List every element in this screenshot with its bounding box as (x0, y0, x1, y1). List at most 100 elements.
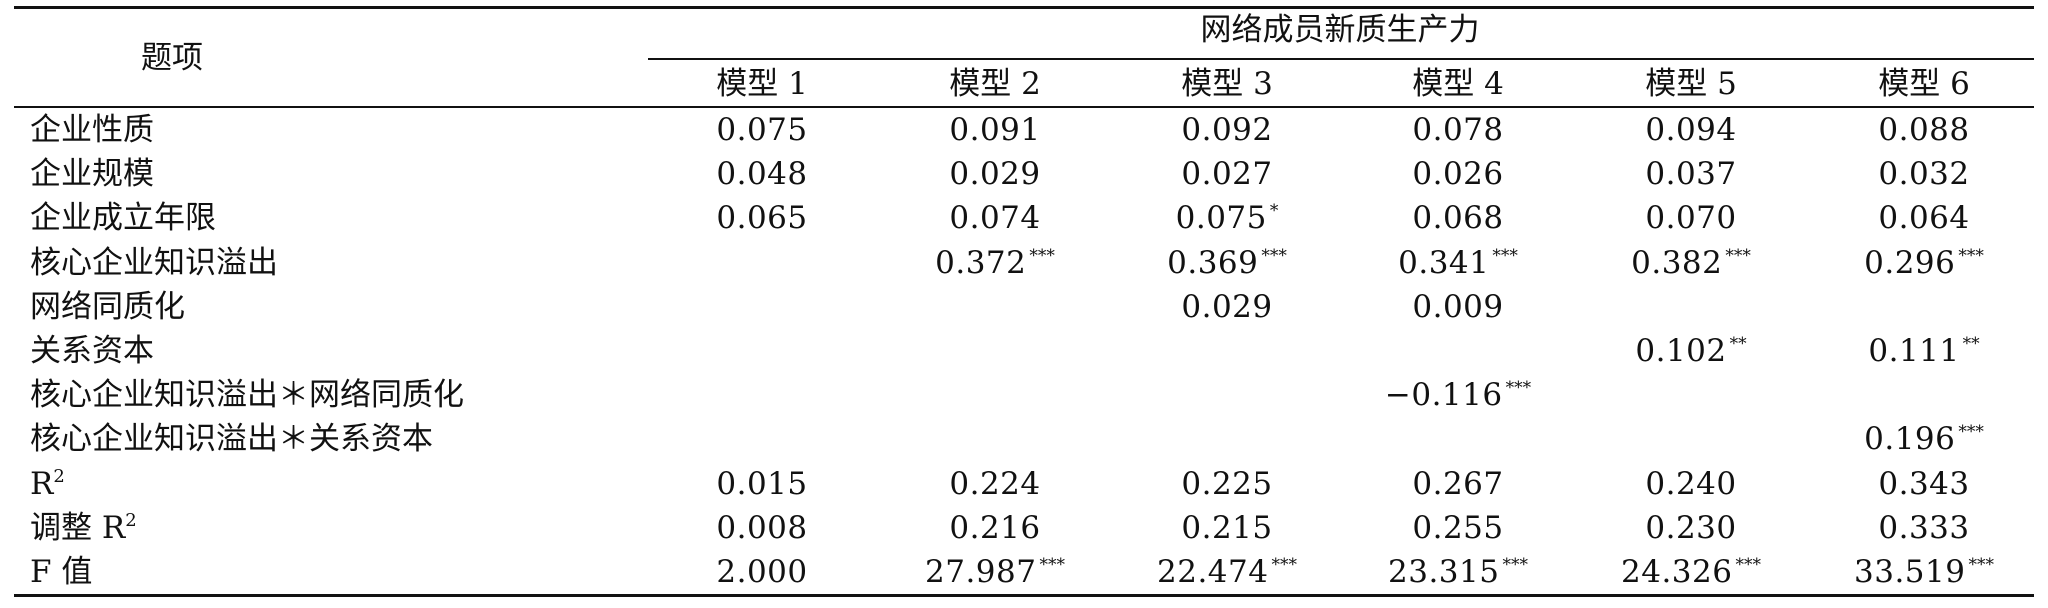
table-cell: 0.074 (949, 198, 1040, 238)
cell-value: 0.074 (949, 200, 1041, 237)
cell-value: 0.078 (1412, 112, 1504, 148)
table-cell: 0.267 (1412, 464, 1503, 504)
model-header-4: 模型 4 (1412, 66, 1504, 102)
cell-value: 0.032 (1878, 156, 1970, 193)
table-cell: 0.216 (949, 508, 1040, 548)
row-label-text: 网络同质化 (30, 288, 185, 325)
row-label: 企业成立年限 (30, 198, 216, 238)
row-label: F 值 (30, 552, 92, 592)
header-bottom-rule (14, 106, 2034, 108)
table-cell: 0.068 (1412, 198, 1503, 238)
cell-value: 0.240 (1645, 465, 1737, 502)
table-cell: 0.032 (1878, 154, 1969, 194)
cell-value: 0.029 (949, 156, 1041, 193)
model-header-5: 模型 5 (1645, 66, 1737, 102)
table-cell: 0.094 (1645, 110, 1736, 150)
row-label-text: 企业性质 (30, 112, 154, 148)
table-cell: 27.987 *** (925, 552, 1065, 597)
table-cell: 0.111 ** (1868, 331, 1979, 376)
table-cell: 0.048 (716, 154, 807, 194)
table-cell: 0.075 (716, 110, 807, 150)
cell-value: 0.048 (716, 156, 808, 193)
model-header-6: 模型 6 (1878, 66, 1970, 102)
row-label: 核心企业知识溢出 (30, 243, 278, 283)
cell-value: 0.255 (1412, 509, 1504, 546)
table-cell: 0.296 *** (1864, 243, 1984, 288)
table-cell: 0.255 (1412, 508, 1503, 548)
table-cell: 0.382 *** (1631, 243, 1751, 288)
row-label-text: 调整 R (30, 509, 126, 546)
cell-value: 0.343 (1878, 465, 1970, 502)
significance-stars: ** (1962, 334, 1980, 354)
table-cell: 0.341 *** (1398, 243, 1518, 288)
cell-value: 0.382 (1631, 244, 1723, 281)
cell-value: 0.216 (949, 509, 1041, 546)
row-label-text: 关系资本 (30, 333, 154, 369)
row-label-text: F 值 (30, 554, 93, 590)
significance-stars: * (1269, 201, 1279, 222)
group-header: 网络成员新质生产力 (1200, 12, 1480, 48)
cell-value: 0.102 (1635, 333, 1727, 369)
cell-value: 0.094 (1645, 112, 1737, 148)
cell-value: 0.091 (949, 112, 1041, 148)
cell-value: 0.224 (949, 465, 1041, 502)
table-cell: 0.333 (1878, 508, 1969, 548)
significance-stars: ** (1729, 334, 1747, 354)
table-cell: 24.326 *** (1621, 552, 1761, 597)
cell-value: 0.026 (1412, 156, 1504, 193)
cell-value: 0.009 (1412, 288, 1504, 325)
significance-stars: *** (1492, 245, 1518, 266)
table-cell: 0.225 (1181, 464, 1272, 504)
table-cell: 0.088 (1878, 110, 1969, 150)
table-cell: 0.029 (949, 154, 1040, 194)
cell-value: 0.015 (716, 465, 808, 502)
cell-value: 2.000 (716, 554, 808, 590)
row-label: R2 (30, 464, 65, 509)
table-cell: 0.196 *** (1864, 419, 1984, 464)
table-cell: 0.029 (1181, 287, 1272, 327)
table-bottom-rule (14, 594, 2034, 597)
table-cell: 0.092 (1181, 110, 1272, 150)
cell-value: 0.075 (1175, 200, 1267, 237)
cell-value: 0.372 (935, 244, 1027, 281)
cell-value: 0.225 (1181, 465, 1273, 502)
row-label-text: 企业规模 (30, 156, 154, 193)
cell-value: 0.092 (1181, 112, 1273, 148)
row-label-superscript: 2 (53, 465, 65, 487)
table-cell: 0.091 (949, 110, 1040, 150)
table-cell: 0.343 (1878, 464, 1969, 504)
table-cell: 23.315 *** (1388, 552, 1528, 597)
row-label: 企业性质 (30, 110, 154, 150)
table-cell: −0.116 *** (1385, 375, 1531, 420)
table-cell: 33.519 *** (1854, 552, 1994, 597)
model-header-2: 模型 2 (949, 66, 1041, 102)
model-header-1: 模型 1 (716, 66, 808, 102)
row-label: 网络同质化 (30, 287, 185, 327)
table-cell: 0.372 *** (935, 243, 1055, 288)
table-cell: 0.064 (1878, 198, 1969, 238)
significance-stars: *** (1271, 555, 1297, 575)
cell-value: 0.333 (1878, 509, 1970, 546)
significance-stars: *** (1029, 245, 1055, 266)
cell-value: 27.987 (925, 554, 1037, 590)
table-cell: 0.065 (716, 198, 807, 238)
cell-value: 23.315 (1388, 554, 1500, 590)
row-label-text: 核心企业知识溢出＊关系资本 (30, 421, 433, 458)
row-label: 关系资本 (30, 331, 154, 371)
row-label-text: 企业成立年限 (30, 200, 216, 237)
row-label: 调整 R2 (30, 508, 137, 553)
significance-stars: *** (1958, 422, 1984, 443)
cell-value: 0.008 (716, 509, 808, 546)
significance-stars: *** (1505, 378, 1532, 399)
cell-value: 0.196 (1864, 421, 1956, 458)
cell-value: 0.037 (1645, 156, 1737, 193)
cell-value: 0.064 (1878, 200, 1970, 237)
table-cell: 0.215 (1181, 508, 1272, 548)
cell-value: 0.027 (1181, 156, 1273, 193)
cell-value: 0.065 (716, 200, 808, 237)
model-header-3: 模型 3 (1181, 66, 1273, 102)
significance-stars: *** (1261, 245, 1287, 266)
group-header-rule (648, 58, 2034, 60)
row-label-superscript: 2 (125, 509, 137, 531)
cell-value: −0.116 (1384, 377, 1503, 414)
